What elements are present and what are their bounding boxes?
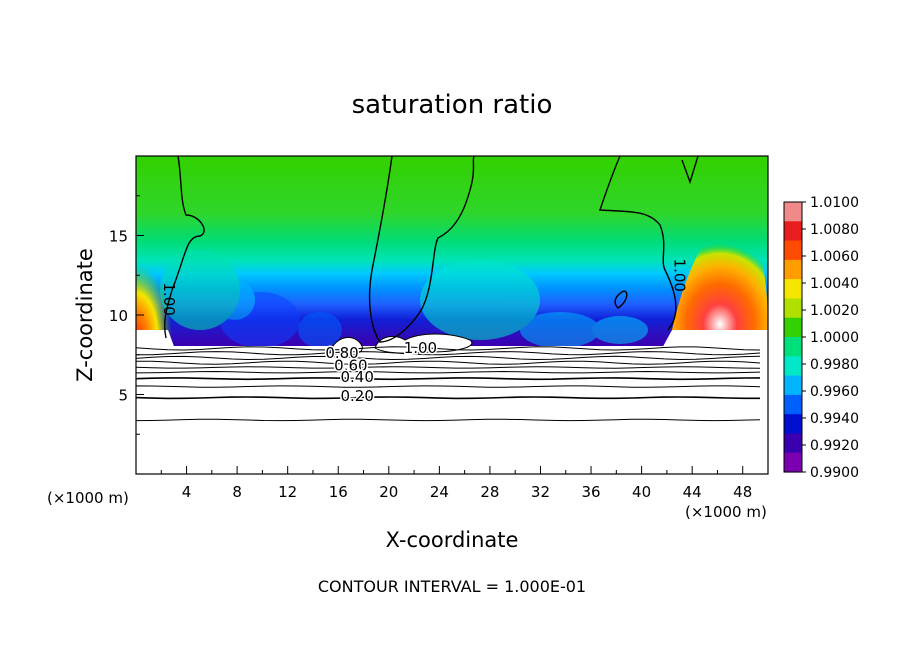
x-tick-label: 44 (683, 483, 702, 501)
x-tick-label: 28 (480, 483, 499, 501)
colorbar-label: 0.9900 (810, 465, 859, 481)
contour-line (136, 351, 761, 356)
colorbar-swatch (784, 259, 802, 280)
x-tick-label: 12 (278, 483, 297, 501)
colorbar-label: 1.0000 (810, 330, 859, 346)
colorbar-swatch (784, 414, 802, 435)
x-tick-label: 4 (182, 483, 192, 501)
colorbar-swatch (784, 356, 802, 377)
contour-label: 1.00 (404, 339, 437, 357)
contour-line (136, 346, 761, 351)
y-axis: 5 10 15 (109, 195, 144, 435)
colorbar-swatch (784, 452, 802, 473)
contour-horizontal (136, 346, 761, 422)
colorbar-swatch (784, 337, 802, 357)
y-axis-label: Z-coordinate (73, 248, 97, 382)
x-tick-label: 40 (632, 483, 651, 501)
colorbar-label: 0.9960 (810, 384, 859, 400)
contour-labels: 1.00 1.00 1.00 0.800.600.400.20 (160, 259, 689, 407)
x-units-label: (×1000 m) (685, 503, 767, 521)
y-units-label: (×1000 m) (47, 489, 129, 507)
colorbar-swatch (784, 240, 802, 261)
contour-line (136, 360, 761, 365)
contour-label: 0.60 (334, 357, 367, 375)
colorbar-label: 0.9920 (810, 438, 859, 454)
contour-label: 1.00 (160, 282, 178, 315)
contour-label: 0.40 (340, 368, 373, 386)
y-tick-label: 15 (109, 228, 128, 246)
colorbar-label: 1.0100 (810, 195, 859, 211)
x-tick-label: 16 (329, 483, 348, 501)
x-tick-label: 24 (430, 483, 449, 501)
contour-1p00 (163, 156, 699, 343)
blob-right (660, 330, 768, 352)
x-axis-label: X-coordinate (386, 528, 519, 552)
x-tick-label: 48 (733, 483, 752, 501)
contour-label: 0.80 (325, 344, 358, 362)
colorbar-label: 1.0060 (810, 249, 859, 265)
chart-title: saturation ratio (352, 90, 553, 120)
contour-line (136, 377, 761, 381)
colorbar-label: 0.9980 (810, 357, 859, 373)
x-tick-label: 20 (379, 483, 398, 501)
contour-line (136, 385, 761, 388)
contour-label: 1.00 (670, 259, 688, 292)
field-lower (136, 346, 768, 474)
colorbar-swatch (784, 202, 802, 222)
y-tick-label: 10 (109, 307, 128, 325)
x-tick-label: 32 (531, 483, 550, 501)
colorbar-swatch (784, 433, 802, 454)
x-axis: 4 8 12 16 20 24 28 32 36 40 44 48 (160, 466, 752, 501)
x-tick-label: 36 (581, 483, 600, 501)
colorbar-swatch (784, 221, 802, 242)
plume-right (672, 215, 768, 330)
colorbar-swatch (784, 298, 802, 319)
colorbar-label: 1.0020 (810, 303, 859, 319)
contour-interval-note: CONTOUR INTERVAL = 1.000E-01 (318, 577, 586, 596)
colorbar-swatch (784, 317, 802, 338)
contour-label: 0.20 (340, 387, 373, 405)
colorbar-label: 0.9940 (810, 411, 859, 427)
plot-area (136, 156, 768, 474)
colorbar-swatch (784, 375, 802, 396)
contour-line (136, 355, 761, 361)
colorbar-swatch (784, 394, 802, 415)
contour-line (136, 396, 760, 400)
colorbar-label: 1.0080 (810, 222, 859, 238)
contour-line (136, 418, 761, 422)
contour-line (136, 366, 761, 369)
field-streaks (160, 250, 648, 348)
x-tick-label: 8 (232, 483, 242, 501)
colorbar-label: 1.0040 (810, 276, 859, 292)
y-tick-label: 5 (118, 387, 128, 405)
colorbar: 1.0100 1.0080 1.0060 1.0040 1.0020 1.0000 0.99… (783, 195, 859, 481)
colorbar-swatch (784, 279, 802, 300)
contour-line (136, 370, 761, 374)
